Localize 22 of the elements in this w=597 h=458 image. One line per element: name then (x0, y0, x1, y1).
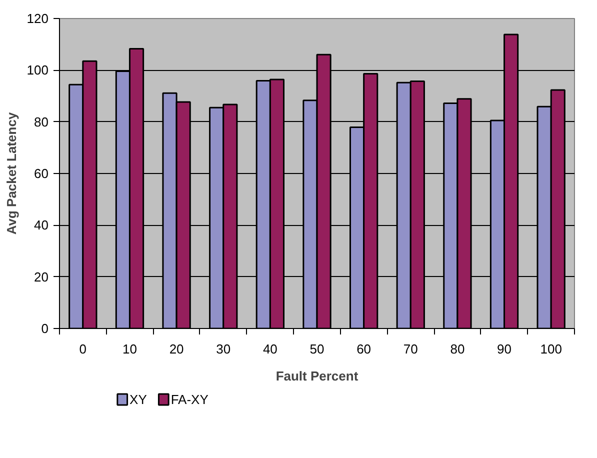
x-tick-label: 60 (356, 342, 372, 356)
x-tick-label: 80 (450, 342, 465, 356)
y-axis-title: Avg Packet Latency (4, 112, 19, 235)
x-tick-label: 100 (540, 342, 562, 356)
x-axis-title: Fault Percent (276, 368, 359, 384)
x-tick-label: 0 (79, 342, 87, 356)
x-tick-label: 70 (403, 342, 418, 356)
y-tick-label: 60 (34, 166, 49, 181)
y-tick-label: 80 (34, 114, 49, 130)
y-tick-label: 40 (34, 218, 49, 233)
x-tick-label: 50 (310, 342, 324, 356)
legend-label: FA-XY (170, 392, 209, 407)
x-tick-label: 90 (497, 342, 512, 356)
legend-label: XY (130, 392, 148, 407)
y-tick-label: 100 (26, 62, 49, 78)
y-tick-label: 120 (26, 11, 49, 26)
x-tick-label: 10 (122, 342, 137, 356)
x-tick-label: 40 (262, 342, 278, 356)
x-tick-label: 30 (216, 342, 231, 356)
x-tick-label: 20 (169, 342, 184, 356)
y-tick-label: 0 (41, 321, 49, 336)
y-tick-label: 20 (34, 269, 49, 284)
